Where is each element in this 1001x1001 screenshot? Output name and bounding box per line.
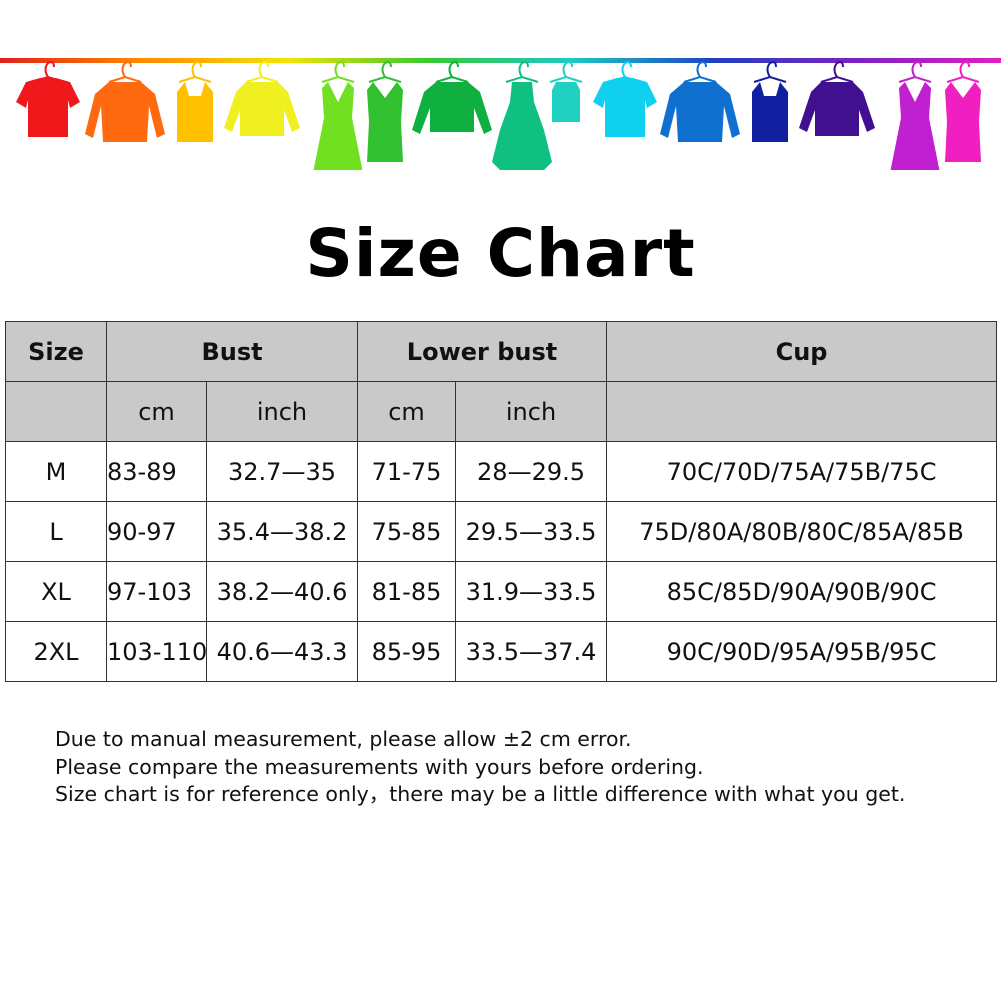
header-lower-bust: Lower bust <box>357 321 608 382</box>
note-line: Please compare the measurements with you… <box>55 754 704 779</box>
header-size: Size <box>5 321 107 382</box>
table-cell: 75D/80A/80B/80C/85A/85B <box>606 501 998 562</box>
dress-icon <box>890 61 940 170</box>
note-line: Due to manual measurement, please allow … <box>55 727 632 751</box>
cardigan-icon <box>799 61 875 136</box>
table-cell: 97-103 <box>106 561 207 622</box>
table-cell: 83-89 <box>106 441 207 502</box>
table-row: XL 97-103 38.2—40.6 81-85 31.9—33.5 85C/85D/9… <box>5 561 998 622</box>
table-cell: 40.6—43.3 <box>205 621 359 682</box>
table-cell: 38.2—40.6 <box>205 561 359 622</box>
table-cell: 90-97 <box>106 501 207 562</box>
table-row: M 83-89 32.7—35 71-75 28—29.5 70C/70D/75A/75B… <box>5 441 998 502</box>
table-cell: 35.4—38.2 <box>205 501 359 562</box>
tank-top-icon <box>177 61 213 142</box>
header-bust: Bust <box>105 321 359 382</box>
shirt-icon <box>85 61 165 142</box>
table-cell: 81-85 <box>357 561 457 622</box>
table-header-row: Size Bust Lower bust Cup <box>5 321 998 382</box>
table-cell: 90C/90D/95A/95B/95C <box>606 621 998 682</box>
camisole-icon <box>549 61 583 122</box>
subheader-lower-inch: inch <box>455 381 608 442</box>
header-cup: Cup <box>606 321 998 382</box>
tank-top-icon <box>752 61 788 142</box>
table-cell: 75-85 <box>357 501 457 562</box>
table-cell: 28—29.5 <box>455 441 608 502</box>
notes: Due to manual measurement, please allow … <box>55 726 905 809</box>
sweater-icon <box>412 61 492 134</box>
clothes-rack-banner <box>0 58 1001 170</box>
table-cell: 32.7—35 <box>205 441 359 502</box>
table-cell: 33.5—37.4 <box>455 621 608 682</box>
table-cell: XL <box>5 561 107 622</box>
size-chart-table: Size Bust Lower bust Cup cm inch cm inch… <box>5 321 998 682</box>
table-cell: 85C/85D/90A/90B/90C <box>606 561 998 622</box>
rail <box>0 58 1001 63</box>
table-cell: 71-75 <box>357 441 457 502</box>
table-cell: M <box>5 441 107 502</box>
note-line: Size chart is for reference only，there m… <box>55 782 906 806</box>
flared-dress-icon <box>492 61 552 170</box>
table-row: L 90-97 35.4—38.2 75-85 29.5—33.5 75D/80A/80B… <box>5 501 998 562</box>
table-cell: 29.5—33.5 <box>455 501 608 562</box>
table-cell: 31.9—33.5 <box>455 561 608 622</box>
shirt-icon <box>660 61 740 142</box>
tshirt-icon <box>593 61 657 137</box>
page-title: Size Chart <box>305 215 696 292</box>
dress-icon <box>313 61 363 170</box>
tshirt-icon <box>16 61 80 137</box>
table-subheader-row: cm inch cm inch <box>5 381 998 442</box>
cardigan-icon <box>224 61 300 136</box>
table-row: 2XL 103-110 40.6—43.3 85-95 33.5—37.4 90C/90D… <box>5 621 998 682</box>
subheader-bust-cm: cm <box>106 381 207 442</box>
table-cell: 2XL <box>5 621 107 682</box>
table-cell: L <box>5 501 107 562</box>
table-cell: 70C/70D/75A/75B/75C <box>606 441 998 502</box>
table-cell: 103-110 <box>106 621 207 682</box>
belted-dress-icon <box>367 61 403 162</box>
subheader-bust-inch: inch <box>205 381 359 442</box>
table-cell: 85-95 <box>357 621 457 682</box>
belted-dress-icon <box>945 61 981 162</box>
subheader-lower-cm: cm <box>357 381 457 442</box>
